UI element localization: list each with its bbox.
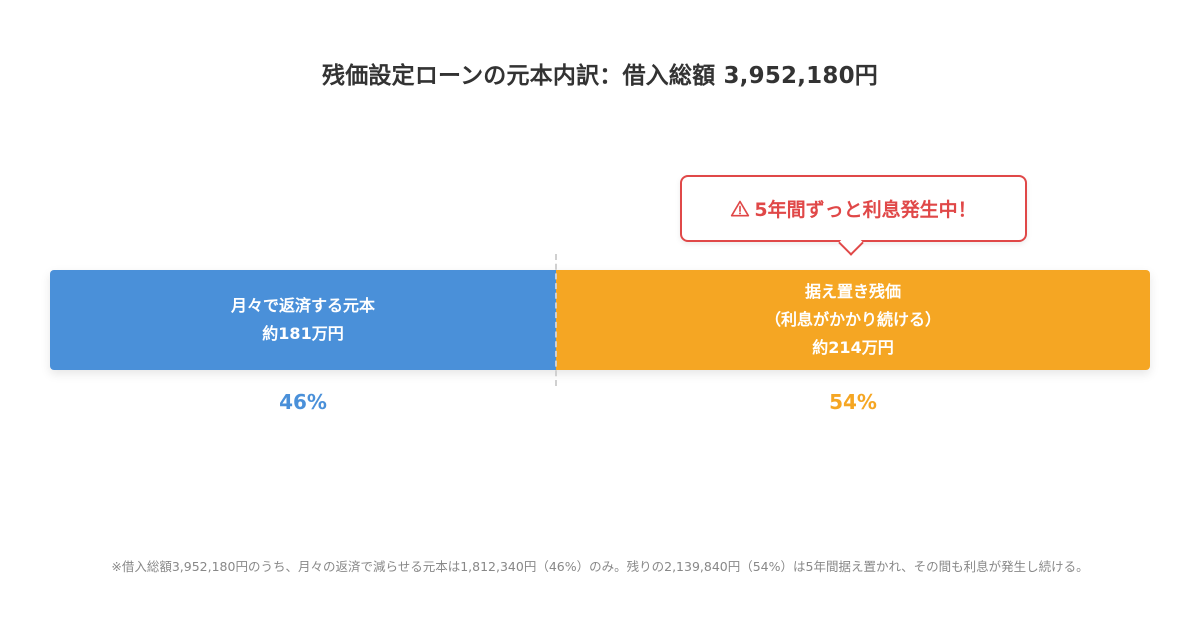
warning-triangle-icon [731,200,750,216]
footnote: ※借入総額3,952,180円のうち、月々の返済で減らせる元本は1,812,34… [111,559,1089,574]
warning-callout: 5年間ずっと利息発生中！ [680,175,1027,242]
stacked-bar: 月々で返済する元本 約181万円 据え置き残価 （利息がかかり続ける） 約214… [50,270,1150,370]
segment-amount: 約214万円 [812,338,894,357]
segment-amount: 約181万円 [262,324,344,343]
percent-residual-value: 54% [829,390,877,414]
segment-monthly-principal: 月々で返済する元本 約181万円 [50,270,556,370]
segment-sublabel: （利息がかかり続ける） [764,310,941,329]
callout-content: 5年間ずっと利息発生中！ [730,195,977,222]
chart-title: 残価設定ローンの元本内訳：借入総額 3,952,180円 [322,63,878,89]
percent-monthly-principal: 46% [279,390,327,414]
segment-residual-value: 据え置き残価 （利息がかかり続ける） 約214万円 [556,270,1150,370]
callout-text: 5年間ずっと利息発生中！ [754,199,977,221]
segment-label: 据え置き残価 [804,282,901,301]
segment-divider [555,254,557,386]
segment-label: 月々で返済する元本 [230,296,375,315]
